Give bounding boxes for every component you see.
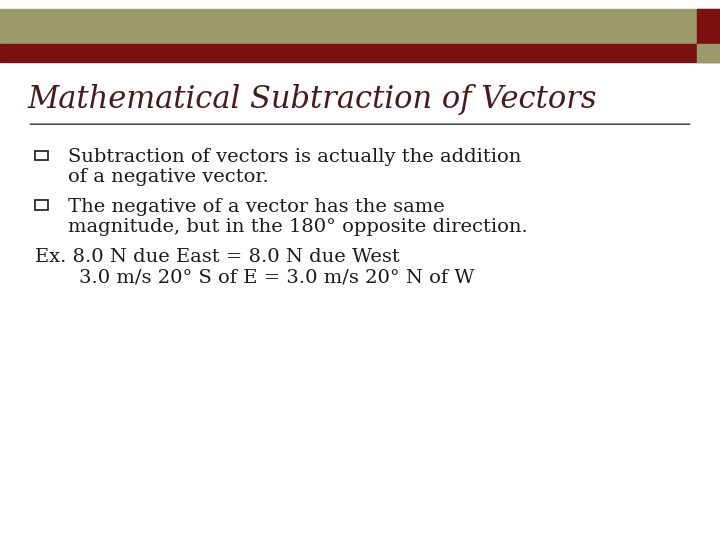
Text: 3.0 m/s 20° S of E = 3.0 m/s 20° N of W: 3.0 m/s 20° S of E = 3.0 m/s 20° N of W [79, 268, 474, 286]
Text: The negative of a vector has the same: The negative of a vector has the same [68, 198, 445, 215]
Text: magnitude, but in the 180° opposite direction.: magnitude, but in the 180° opposite dire… [68, 218, 528, 235]
Text: Ex. 8.0 N due East = 8.0 N due West: Ex. 8.0 N due East = 8.0 N due West [35, 248, 400, 266]
Bar [0, 9, 720, 44]
Text: of a negative vector.: of a negative vector. [68, 168, 269, 186]
Bar [35, 151, 48, 160]
Bar [35, 200, 48, 210]
Text: Subtraction of vectors is actually the addition: Subtraction of vectors is actually the a… [68, 148, 522, 166]
Bar [0, 44, 720, 62]
Text: Mathematical Subtraction of Vectors: Mathematical Subtraction of Vectors [27, 84, 597, 114]
Bar [697, 44, 720, 62]
Bar [697, 9, 720, 44]
